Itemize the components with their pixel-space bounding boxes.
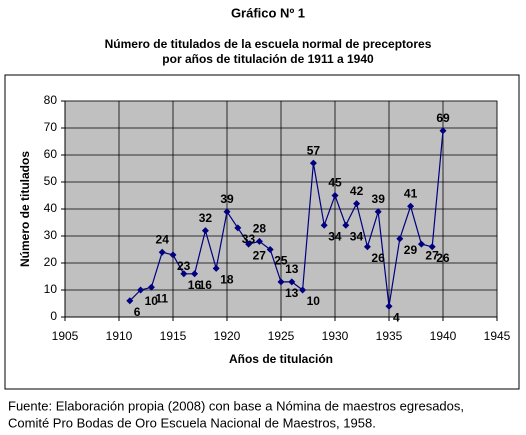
y-tick-label: 10: [44, 282, 58, 296]
data-point: [299, 286, 307, 294]
data-point: [363, 243, 371, 251]
data-label: 39: [220, 192, 234, 206]
data-label: 27: [253, 248, 267, 262]
data-point: [277, 278, 285, 286]
data-line: [129, 130, 444, 307]
data-label: 23: [177, 259, 191, 273]
x-tick-label: 1945: [484, 329, 511, 343]
y-axis-label: Número de titulados: [18, 151, 32, 267]
data-point: [201, 227, 209, 235]
data-label: 13: [285, 262, 299, 276]
data-point: [342, 221, 350, 229]
data-point: [320, 221, 328, 229]
data-label: 24: [156, 232, 170, 246]
y-tick-label: 40: [44, 201, 58, 215]
data-label: 34: [350, 229, 364, 243]
data-point: [255, 237, 263, 245]
data-label: 29: [404, 243, 418, 257]
data-label: 18: [220, 273, 234, 287]
data-point: [223, 208, 231, 216]
data-label: 28: [253, 222, 267, 236]
data-point: [158, 248, 166, 256]
y-tick-label: 70: [44, 120, 58, 134]
x-tick-label: 1935: [376, 329, 403, 343]
data-label: 27: [425, 248, 439, 262]
data-point: [137, 286, 145, 294]
data-point: [147, 283, 155, 291]
data-label: 11: [155, 291, 168, 305]
data-point: [180, 270, 188, 278]
data-point: [234, 224, 242, 232]
data-label: 33: [242, 232, 256, 246]
data-label: 39: [372, 192, 386, 206]
y-tick-label: 80: [44, 93, 58, 107]
data-label: 57: [307, 143, 321, 157]
data-point: [374, 208, 382, 216]
x-tick-label: 1915: [160, 329, 187, 343]
data-label: 6: [134, 305, 141, 319]
data-point: [309, 159, 317, 167]
y-tick-label: 0: [50, 309, 57, 323]
data-point: [353, 200, 361, 208]
source-note: Fuente: Elaboración propia (2008) con ba…: [8, 398, 464, 413]
data-label: 10: [307, 294, 321, 308]
x-tick-label: 1905: [52, 329, 79, 343]
chart-subtitle: Número de titulados de la escuela normal…: [105, 37, 432, 51]
data-point: [439, 127, 447, 135]
data-point: [191, 270, 199, 278]
chart-subtitle: por años de titulación de 1911 a 1940: [162, 52, 374, 66]
data-label: 34: [328, 229, 342, 243]
data-label: 26: [371, 251, 385, 265]
data-label: 16: [199, 278, 213, 292]
y-tick-label: 20: [44, 255, 58, 269]
x-tick-label: 1910: [106, 329, 133, 343]
y-tick-label: 60: [44, 147, 58, 161]
x-tick-label: 1920: [214, 329, 241, 343]
data-label: 10: [145, 294, 159, 308]
data-label: 13: [285, 286, 299, 300]
data-label: 4: [393, 310, 400, 324]
data-point: [428, 243, 436, 251]
data-label: 45: [328, 176, 342, 190]
data-label: 69: [436, 111, 450, 125]
y-tick-label: 50: [44, 174, 58, 188]
data-point: [126, 297, 134, 305]
source-note: Comité Pro Bodas de Oro Escuela Nacional…: [8, 415, 376, 430]
data-point: [245, 240, 253, 248]
x-tick-label: 1940: [430, 329, 457, 343]
y-tick-label: 30: [44, 228, 58, 242]
data-point: [396, 235, 404, 243]
data-point: [169, 251, 177, 259]
data-label: 25: [274, 254, 288, 268]
x-tick-label: 1930: [322, 329, 349, 343]
data-label: 32: [199, 211, 213, 225]
data-label: 16: [188, 278, 202, 292]
x-axis-label: Años de titulación: [229, 352, 333, 366]
x-tick-label: 1925: [268, 329, 295, 343]
data-point: [385, 302, 393, 310]
data-label: 26: [436, 251, 450, 265]
data-point: [288, 278, 296, 286]
chart-title: Gráfico Nº 1: [231, 5, 305, 20]
data-point: [407, 202, 415, 210]
data-label: 42: [350, 184, 364, 198]
data-point: [212, 264, 220, 272]
data-label: 41: [404, 186, 418, 200]
data-point: [331, 192, 339, 199]
data-point: [266, 246, 274, 253]
data-point: [417, 240, 425, 248]
